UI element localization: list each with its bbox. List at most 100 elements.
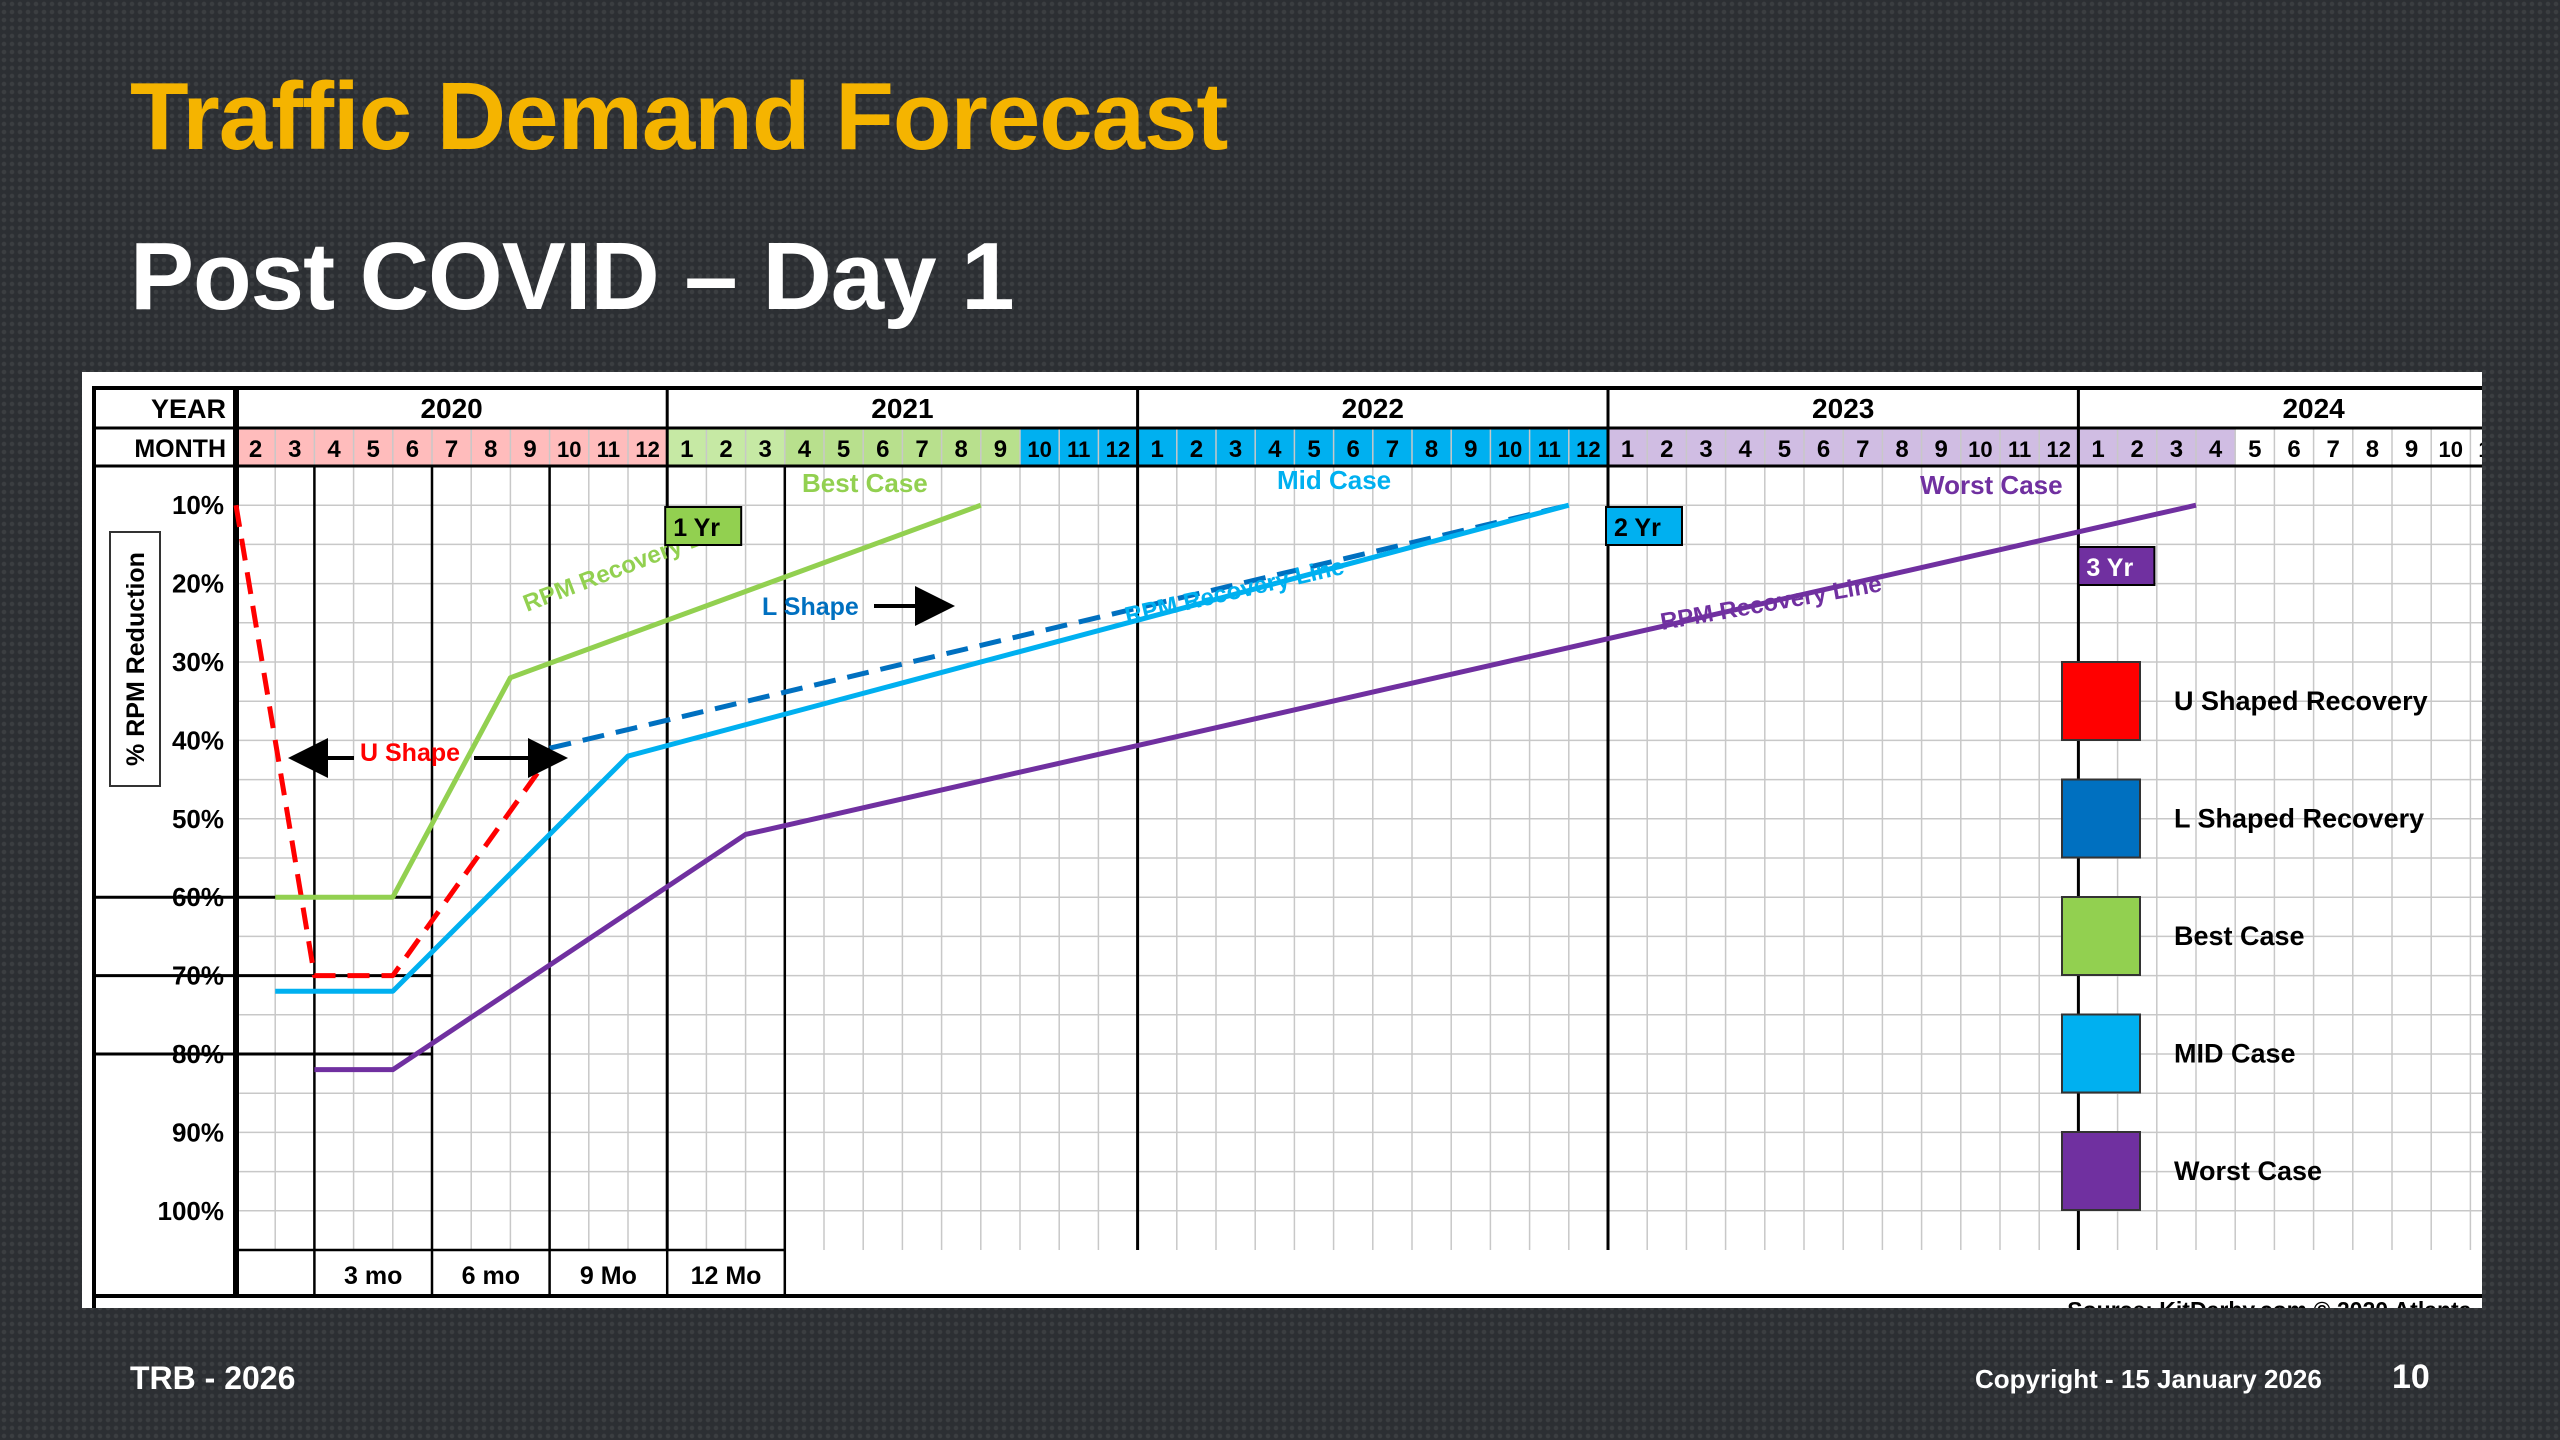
year-marker-box [664,506,743,546]
month-label: 3 [759,436,772,463]
month-label: 7 [915,436,928,463]
duration-label: 3 mo [344,1262,402,1290]
year-marker-box [1605,506,1683,546]
legend-swatch [2061,1131,2141,1211]
month-label: 1 [1151,436,1164,463]
page-number: 10 [2392,1358,2430,1396]
series-line-best-case [275,502,982,900]
year-label: 2023 [1812,393,1874,424]
month-row-label: MONTH [134,435,226,463]
month-label: 2 [2131,436,2144,463]
y-axis-title: % RPM Reduction [122,552,150,766]
y-tick-label: 50% [172,804,224,834]
month-label: 12 [635,437,659,462]
duration-label: 6 mo [462,1262,520,1290]
y-tick-label: 20% [172,569,224,599]
month-label: 4 [327,436,341,463]
month-label: 10 [1027,437,1051,462]
month-label: 1 [680,436,693,463]
legend-label: Worst Case [2174,1156,2322,1186]
month-label: 11 [2478,437,2482,462]
month-label: 3 [2170,436,2183,463]
annotation-label: U Shape [360,739,460,767]
month-label: 4 [2209,436,2223,463]
year-marker-label: 3 Yr [2086,554,2133,582]
legend-swatch [2061,1013,2141,1094]
year-label: 2022 [1342,393,1404,424]
month-label: 2 [719,436,732,463]
month-label: 2 [1190,436,1203,463]
y-tick-label: 70% [172,961,224,991]
slide-title: Traffic Demand Forecast [130,63,1228,170]
month-label: 9 [1935,436,1948,463]
month-label: 6 [876,436,889,463]
annotation-label: Worst Case [1920,470,2063,500]
month-label: 8 [2366,436,2379,463]
month-label: 5 [1307,436,1320,463]
month-label: 8 [1425,436,1438,463]
month-label: 12 [1106,437,1130,462]
month-label: 11 [597,437,620,462]
annotation-label: Best Case [802,468,928,498]
month-label: 10 [1498,437,1522,462]
month-label: 4 [1739,436,1753,463]
month-label: 6 [406,436,419,463]
duration-label: 9 Mo [580,1262,637,1290]
month-label: 6 [1817,436,1830,463]
month-label: 9 [1464,436,1477,463]
month-label: 7 [445,436,458,463]
month-label: 2 [1660,436,1673,463]
slide-subtitle: Post COVID – Day 1 [130,223,1015,330]
y-tick-label: 100% [158,1196,225,1226]
y-tick-label: 30% [172,647,224,677]
month-label: 5 [837,436,850,463]
month-label: 8 [484,436,497,463]
month-band-fill [1020,428,1138,466]
year-row-label: YEAR [151,394,226,424]
y-tick-label: 10% [172,490,224,520]
series-line-worst-case [314,502,2197,1073]
month-label: 8 [1895,436,1908,463]
chart-frame [92,386,2482,1308]
month-label: 11 [1538,437,1561,462]
month-label: 12 [1576,437,1600,462]
month-label: 9 [2405,436,2418,463]
year-marker-label: 2 Yr [1614,514,1661,542]
month-label: 7 [1386,436,1399,463]
month-label: 5 [1778,436,1791,463]
y-tick-label: 80% [172,1039,224,1069]
month-label: 9 [994,436,1007,463]
month-label: 7 [2327,436,2340,463]
year-label: 2021 [871,393,933,424]
footer-label: TRB - 2026 [130,1360,296,1396]
month-label: 12 [2047,437,2071,462]
year-label: 2020 [420,393,482,424]
month-label: 10 [1968,437,1992,462]
legend-label: Best Case [2174,921,2305,951]
legend-label: L Shaped Recovery [2174,804,2424,834]
month-label: 8 [955,436,968,463]
footer-copyright: Copyright - 15 January 2026 [1975,1364,2322,1394]
series-line-mid-case [275,502,1570,994]
month-label: 1 [1621,436,1634,463]
legend-swatch [2061,778,2141,859]
legend-label: MID Case [2174,1039,2296,1069]
month-band-pattern [236,428,668,466]
year-marker-label: 1 Yr [673,514,720,542]
duration-label: 12 Mo [691,1262,762,1290]
month-band-fill [667,428,785,466]
y-tick-label: 60% [172,882,224,912]
annotation-label: L Shape [762,593,859,621]
y-tick-label: 40% [172,725,224,755]
month-label: 3 [1699,436,1712,463]
series-line-u-shaped-recovery [233,504,552,979]
month-label: 3 [288,436,301,463]
month-label: 11 [2008,437,2031,462]
year-label: 2024 [2282,393,2345,424]
month-label: 5 [2248,436,2261,463]
month-band-fill [236,428,668,466]
legend-swatch [2061,896,2141,976]
month-label: 1 [2091,436,2104,463]
source-label: Source: KitDarby.com © 2020 Atlanta, GA [2067,1297,2482,1308]
year-marker-box [2077,546,2156,586]
